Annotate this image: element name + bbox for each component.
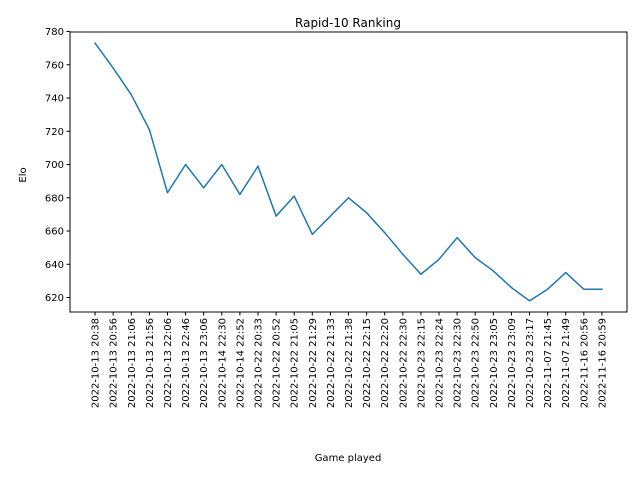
data-point xyxy=(94,42,96,44)
x-tick-label: 2022-10-23 23:09 xyxy=(507,318,518,408)
plot-frame xyxy=(69,31,628,313)
data-point xyxy=(565,271,567,274)
x-tick-label: 2022-10-22 21:29 xyxy=(308,318,319,408)
y-tick-label: 660 xyxy=(45,227,64,238)
data-point xyxy=(438,258,440,260)
x-tick-label: 2022-10-22 21:38 xyxy=(344,318,355,408)
chart-title: Rapid-10 Ranking xyxy=(295,16,401,30)
x-tick-label: 2022-10-22 20:52 xyxy=(272,318,283,408)
series-layer xyxy=(94,42,603,302)
x-tick-label: 2022-10-22 21:05 xyxy=(290,318,301,408)
y-tick-label: 760 xyxy=(45,60,64,71)
x-tick-label: 2022-10-23 22:30 xyxy=(453,318,464,408)
x-tick-label: 2022-10-22 21:33 xyxy=(326,318,337,408)
data-point xyxy=(420,273,422,275)
y-tick-label: 620 xyxy=(45,293,64,304)
x-tick-label: 2022-10-13 22:46 xyxy=(181,318,192,408)
y-tick-label: 720 xyxy=(45,127,64,138)
data-point xyxy=(366,212,368,214)
data-point xyxy=(601,288,603,290)
y-tick-label: 740 xyxy=(45,94,64,105)
x-tick-label: 2022-10-14 22:52 xyxy=(235,318,246,408)
data-point xyxy=(130,94,132,96)
x-tick-label: 2022-10-23 23:17 xyxy=(525,318,536,408)
x-tick-label: 2022-11-16 20:56 xyxy=(579,318,590,408)
data-point xyxy=(347,197,350,199)
data-point xyxy=(148,129,150,131)
x-tick-label: 2022-11-07 21:45 xyxy=(543,318,554,408)
y-axis-label: Elo xyxy=(18,167,29,182)
x-tick-label: 2022-10-23 22:50 xyxy=(471,318,482,408)
x-tick-label: 2022-10-22 22:20 xyxy=(380,318,391,408)
x-tick-label: 2022-10-22 22:15 xyxy=(362,318,373,408)
data-point xyxy=(311,233,313,235)
data-point xyxy=(474,257,476,259)
x-tick-label: 2022-10-22 20:33 xyxy=(253,318,264,408)
x-tick-label: 2022-10-13 21:56 xyxy=(145,318,156,408)
data-point xyxy=(166,192,169,194)
data-point xyxy=(257,165,259,167)
x-axis-ticks: 2022-10-13 20:38 2022-10-13 20:56 2022-10-… xyxy=(91,312,608,408)
x-tick-label: 2022-10-13 20:38 xyxy=(91,318,102,408)
data-point xyxy=(329,215,331,217)
data-point xyxy=(203,187,205,189)
x-tick-label: 2022-10-22 22:30 xyxy=(398,318,409,408)
data-point xyxy=(184,163,187,166)
data-point xyxy=(275,215,277,217)
x-tick-label: 2022-10-23 22:15 xyxy=(416,318,427,408)
x-tick-label: 2022-10-23 22:24 xyxy=(435,318,446,408)
x-tick-label: 2022-11-07 21:49 xyxy=(561,318,572,408)
x-tick-label: 2022-10-23 23:05 xyxy=(489,318,500,408)
y-tick-label: 640 xyxy=(45,260,64,271)
data-point xyxy=(112,67,114,69)
y-axis-ticks: 620 640 660 680 700 720 740 760 780 xyxy=(45,27,70,304)
data-point xyxy=(384,232,386,234)
data-point xyxy=(547,288,549,290)
y-tick-label: 680 xyxy=(45,193,64,204)
data-point xyxy=(293,195,295,197)
y-tick-label: 780 xyxy=(45,27,64,38)
x-tick-label: 2022-10-13 21:06 xyxy=(127,318,138,408)
data-point xyxy=(583,288,585,290)
data-point xyxy=(510,286,513,289)
data-point xyxy=(492,270,494,272)
data-point xyxy=(239,193,241,196)
x-axis-label: Game played xyxy=(315,453,382,464)
x-tick-label: 2022-10-14 22:30 xyxy=(217,318,228,408)
data-point xyxy=(456,237,458,239)
x-tick-label: 2022-10-13 23:06 xyxy=(199,318,210,408)
x-tick-label: 2022-10-13 20:56 xyxy=(109,318,120,408)
y-tick-label: 700 xyxy=(45,160,64,171)
x-tick-label: 2022-10-13 22:06 xyxy=(163,318,174,408)
data-point xyxy=(221,163,223,166)
data-point xyxy=(402,253,404,255)
data-point xyxy=(528,300,531,302)
x-tick-label: 2022-11-16 20:59 xyxy=(597,318,608,408)
